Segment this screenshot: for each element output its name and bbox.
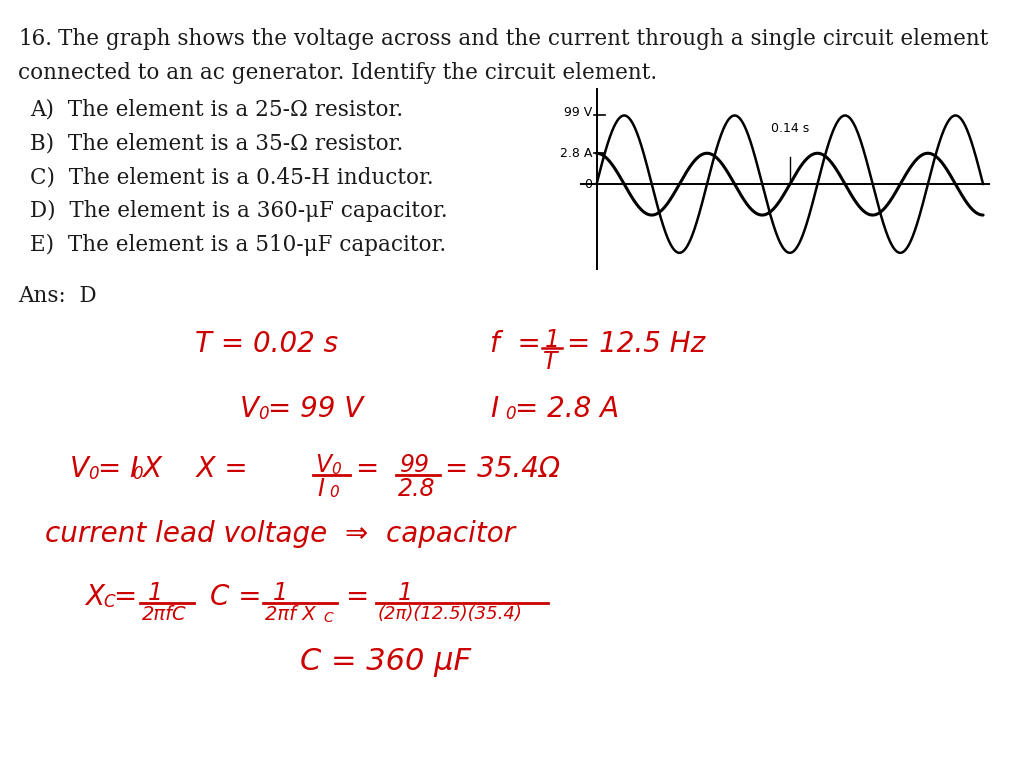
Text: = I: = I (98, 455, 138, 483)
Text: I: I (317, 477, 324, 501)
Text: 99 V: 99 V (564, 106, 593, 118)
Text: D)  The element is a 360-μF capacitor.: D) The element is a 360-μF capacitor. (30, 200, 447, 222)
Text: = 99 V: = 99 V (268, 395, 364, 423)
Text: V: V (315, 453, 331, 477)
Text: A)  The element is a 25-Ω resistor.: A) The element is a 25-Ω resistor. (30, 98, 403, 120)
Text: =: = (355, 455, 378, 483)
Text: connected to an ac generator. Identify the circuit element.: connected to an ac generator. Identify t… (18, 62, 657, 84)
Text: V: V (70, 455, 89, 483)
Text: 99: 99 (400, 453, 430, 477)
Text: = 2.8 A: = 2.8 A (515, 395, 620, 423)
Text: X: X (85, 583, 104, 611)
Text: 1: 1 (398, 581, 413, 605)
Text: 0: 0 (132, 465, 142, 483)
Text: 0: 0 (88, 465, 98, 483)
Text: 0: 0 (585, 177, 593, 191)
Text: = 12.5 Hz: = 12.5 Hz (567, 330, 706, 358)
Text: C =: C = (210, 583, 261, 611)
Text: current lead voltage  ⇒  capacitor: current lead voltage ⇒ capacitor (45, 520, 515, 548)
Text: B)  The element is a 35-Ω resistor.: B) The element is a 35-Ω resistor. (30, 132, 403, 154)
Text: The graph shows the voltage across and the current through a single circuit elem: The graph shows the voltage across and t… (58, 28, 988, 50)
Text: C = 360 μF: C = 360 μF (300, 648, 471, 677)
Text: C: C (323, 611, 333, 625)
Text: 0: 0 (505, 405, 516, 423)
Text: E)  The element is a 510-μF capacitor.: E) The element is a 510-μF capacitor. (30, 234, 446, 256)
Text: T: T (543, 350, 557, 374)
Text: 1: 1 (273, 581, 288, 605)
Text: 0: 0 (329, 485, 339, 500)
Text: T = 0.02 s: T = 0.02 s (195, 330, 338, 358)
Text: (2π)(12.5)(35.4): (2π)(12.5)(35.4) (378, 605, 523, 623)
Text: 1: 1 (545, 328, 560, 352)
Text: = 35.4Ω: = 35.4Ω (445, 455, 560, 483)
Text: V: V (240, 395, 259, 423)
Text: Ans:  D: Ans: D (18, 285, 96, 307)
Text: C: C (103, 593, 115, 611)
Text: 0: 0 (331, 462, 341, 477)
Text: 2πf X: 2πf X (265, 605, 315, 624)
Text: 16.: 16. (18, 28, 52, 50)
Text: X    X =: X X = (142, 455, 248, 483)
Text: f  =: f = (490, 330, 541, 358)
Text: =: = (113, 583, 136, 611)
Text: C)  The element is a 0.45-H inductor.: C) The element is a 0.45-H inductor. (30, 166, 433, 188)
Text: I: I (490, 395, 498, 423)
Text: 0.14 s: 0.14 s (771, 121, 809, 135)
Text: 2πfC: 2πfC (142, 605, 186, 624)
Text: 2.8 A: 2.8 A (560, 147, 593, 159)
Text: =: = (345, 583, 369, 611)
Text: 2.8: 2.8 (398, 477, 435, 501)
Text: 0: 0 (258, 405, 268, 423)
Text: 1: 1 (148, 581, 163, 605)
